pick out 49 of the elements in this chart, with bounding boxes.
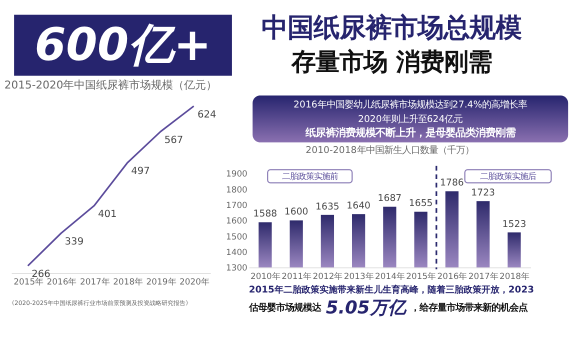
data-label: 401 <box>98 208 117 220</box>
data-label: 1600 <box>284 206 308 218</box>
data-label: 497 <box>131 166 150 178</box>
y-tick-label: 1800 <box>226 184 248 194</box>
data-label: 1687 <box>378 193 402 204</box>
x-tick-label: 2017年 <box>80 276 110 287</box>
text: ，给存量市场带来新的机会点 <box>410 302 528 314</box>
x-tick-label: 2014年 <box>374 271 404 282</box>
y-tick-label: 1400 <box>226 246 248 257</box>
x-tick-label: 2015年 <box>406 271 436 282</box>
text: 2015年二胎政策实施带来新生儿生育高峰，随着三胎政策开放，2023 <box>248 284 534 296</box>
data-label: 624 <box>198 109 216 120</box>
data-label: 1655 <box>408 198 433 210</box>
data-label: 1635 <box>316 201 340 212</box>
text: 纸尿裤消费规模不断上升，是母婴品类消费刚需 <box>304 126 516 139</box>
x-tick-label: 2016年 <box>46 276 76 287</box>
text: 600亿+ <box>34 18 212 71</box>
text: 估母婴市场规模达 <box>248 302 322 314</box>
y-tick-label: 1600 <box>226 216 248 226</box>
data-label: 1523 <box>502 218 526 230</box>
x-tick-label: 2019年 <box>146 276 176 287</box>
data-label: 567 <box>164 134 184 146</box>
x-tick-label: 2018年 <box>499 271 529 282</box>
x-tick-label: 2013年 <box>344 271 374 282</box>
x-tick-label: 2011年 <box>282 271 312 282</box>
y-tick-label: 1500 <box>226 231 248 242</box>
text: 5.05万亿 <box>326 297 407 318</box>
chart-title: 2010-2018年中国新生人口数量（千万） <box>306 144 474 156</box>
data-label: 1786 <box>440 178 464 189</box>
x-tick-label: 2020年 <box>179 276 209 287</box>
y-tick-label: 1300 <box>226 262 248 273</box>
data-label: 1588 <box>253 208 278 220</box>
data-label: 339 <box>64 236 84 248</box>
y-tick-label: 1900 <box>226 168 248 179</box>
data-label: 1723 <box>471 187 496 198</box>
text: 中国纸尿裤市场总规模 <box>262 13 522 44</box>
x-tick-label: 2018年 <box>113 276 143 287</box>
x-tick-label: 2016年 <box>437 271 467 282</box>
x-tick-label: 2010年 <box>250 271 280 282</box>
text: 2016年中国婴幼儿纸尿裤市场规模达到27.4%的高增长率 <box>294 100 528 111</box>
annotation: 二胎政策实施后 <box>480 171 536 182</box>
annotation: 二胎政策实施前 <box>282 171 338 182</box>
chart-title: 2015-2020年中国纸尿裤市场规模（亿元） <box>4 78 218 92</box>
text: 存量市场 消费刚需 <box>290 47 492 76</box>
y-tick-label: 1700 <box>226 200 248 210</box>
x-tick-label: 2012年 <box>312 271 342 282</box>
x-tick-label: 2017年 <box>468 271 498 282</box>
text: 2020年则上升至624亿元 <box>358 114 463 125</box>
data-label: 1640 <box>346 200 371 212</box>
